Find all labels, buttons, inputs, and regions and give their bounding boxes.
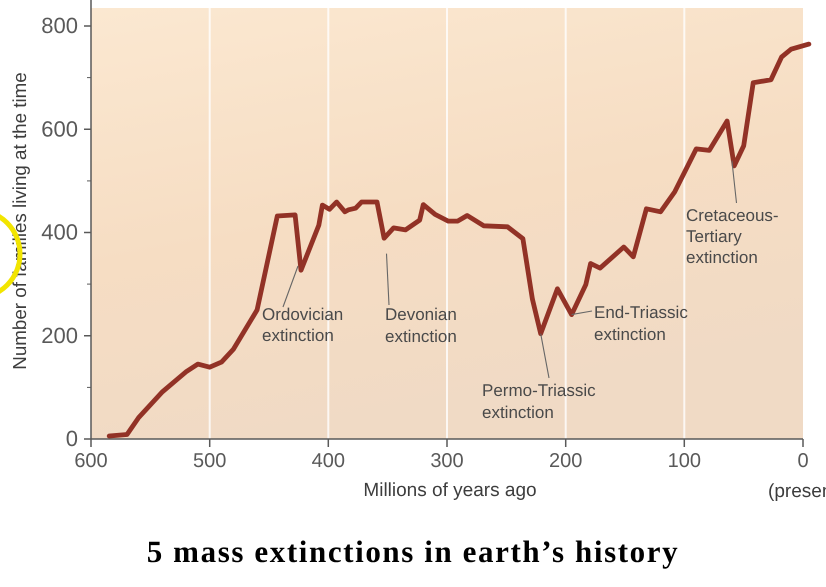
- svg-text:extinction: extinction: [594, 325, 666, 344]
- svg-text:400: 400: [41, 220, 78, 245]
- svg-text:extinction: extinction: [686, 248, 758, 267]
- svg-text:800: 800: [41, 13, 78, 38]
- svg-text:Permo-Triassic: Permo-Triassic: [482, 381, 596, 400]
- svg-text:extinction: extinction: [482, 403, 554, 422]
- svg-text:Ordovician: Ordovician: [262, 305, 343, 324]
- svg-text:(present: (present: [768, 481, 826, 502]
- svg-text:Cretaceous-: Cretaceous-: [686, 206, 779, 225]
- svg-text:Millions of years ago: Millions of years ago: [363, 480, 536, 501]
- svg-text:400: 400: [312, 450, 345, 472]
- svg-text:500: 500: [193, 450, 226, 472]
- svg-text:200: 200: [549, 450, 582, 472]
- svg-text:200: 200: [41, 323, 78, 348]
- svg-text:0: 0: [66, 426, 78, 451]
- svg-text:0: 0: [797, 450, 808, 472]
- svg-text:Devonian: Devonian: [385, 305, 457, 324]
- svg-text:Number of families living at t: Number of families living at the time: [9, 72, 30, 369]
- svg-text:600: 600: [41, 116, 78, 141]
- svg-text:300: 300: [430, 450, 463, 472]
- svg-text:extinction: extinction: [262, 326, 334, 345]
- svg-text:600: 600: [74, 450, 107, 472]
- svg-text:End-Triassic: End-Triassic: [594, 303, 688, 322]
- svg-text:Tertiary: Tertiary: [686, 227, 742, 246]
- svg-text:extinction: extinction: [385, 327, 457, 346]
- svg-text:100: 100: [668, 450, 701, 472]
